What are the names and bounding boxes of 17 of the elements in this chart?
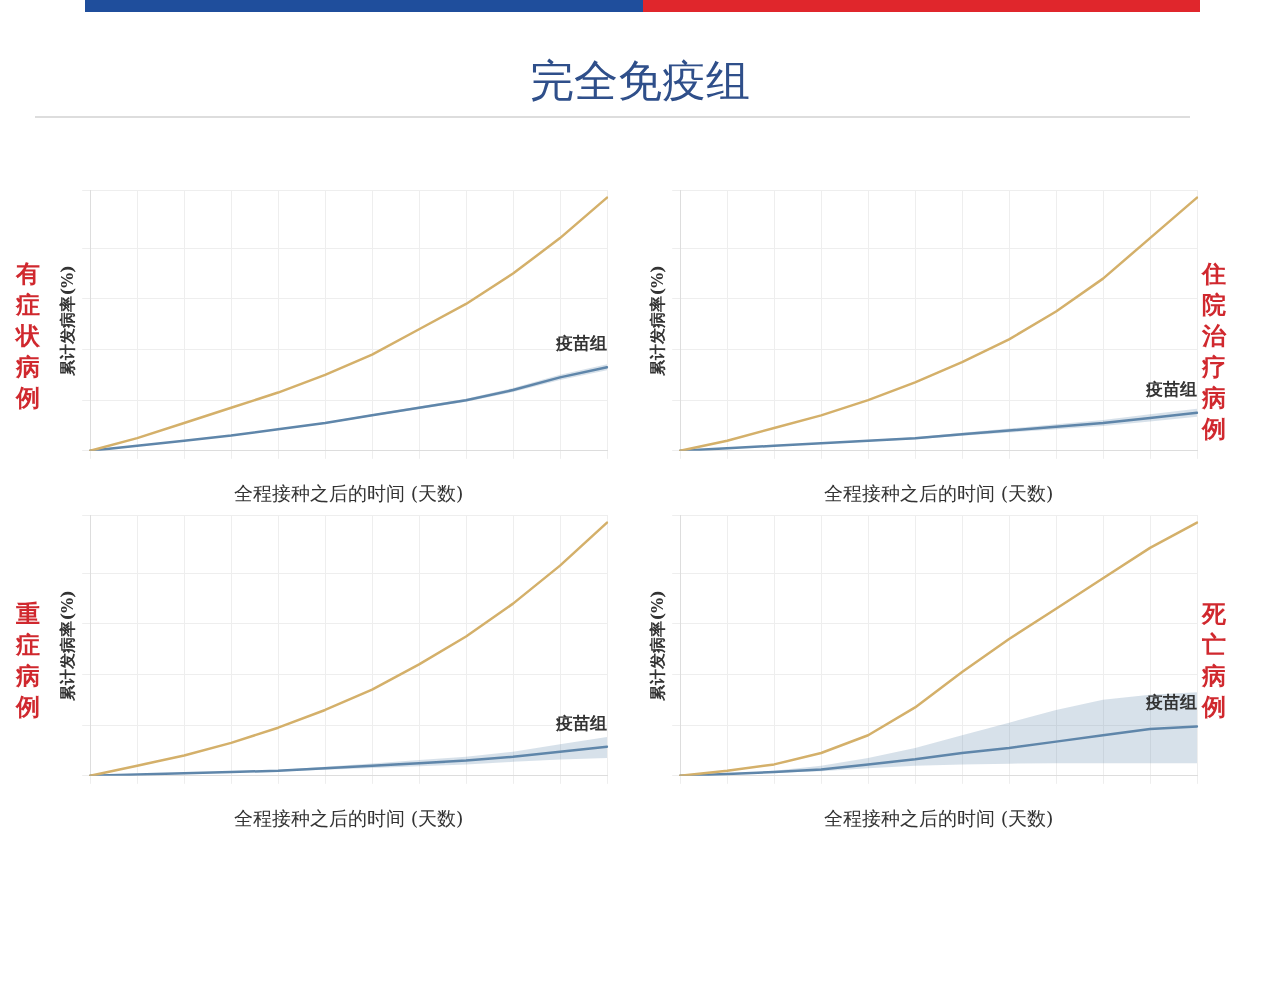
text: 死亡病例	[1201, 598, 1227, 722]
x-axis-title: 全程接种之后的时间 (天数)	[823, 481, 1054, 504]
y-axis-title: 累计发病率(%)	[57, 590, 77, 702]
x-axis-title: 全程接种之后的时间 (天数)	[823, 806, 1054, 829]
series-label: 疫苗组	[1145, 692, 1197, 713]
text: 重症病例	[15, 598, 41, 722]
series-label: 疫苗组	[1145, 378, 1197, 399]
text: 完全免疫组	[529, 54, 751, 108]
series-label: 疫苗组	[555, 333, 607, 354]
x-axis-title: 全程接种之后的时间 (天数)	[233, 806, 464, 829]
x-axis-title: 全程接种之后的时间 (天数)	[233, 481, 464, 504]
text: 有症状病例	[15, 258, 41, 413]
series-label: 疫苗组	[555, 712, 607, 733]
text: 住院治疗病例	[1201, 258, 1227, 444]
y-axis-title: 累计发病率(%)	[647, 265, 667, 377]
y-axis-title: 累计发病率(%)	[57, 265, 77, 377]
y-axis-title: 累计发病率(%)	[647, 590, 667, 702]
